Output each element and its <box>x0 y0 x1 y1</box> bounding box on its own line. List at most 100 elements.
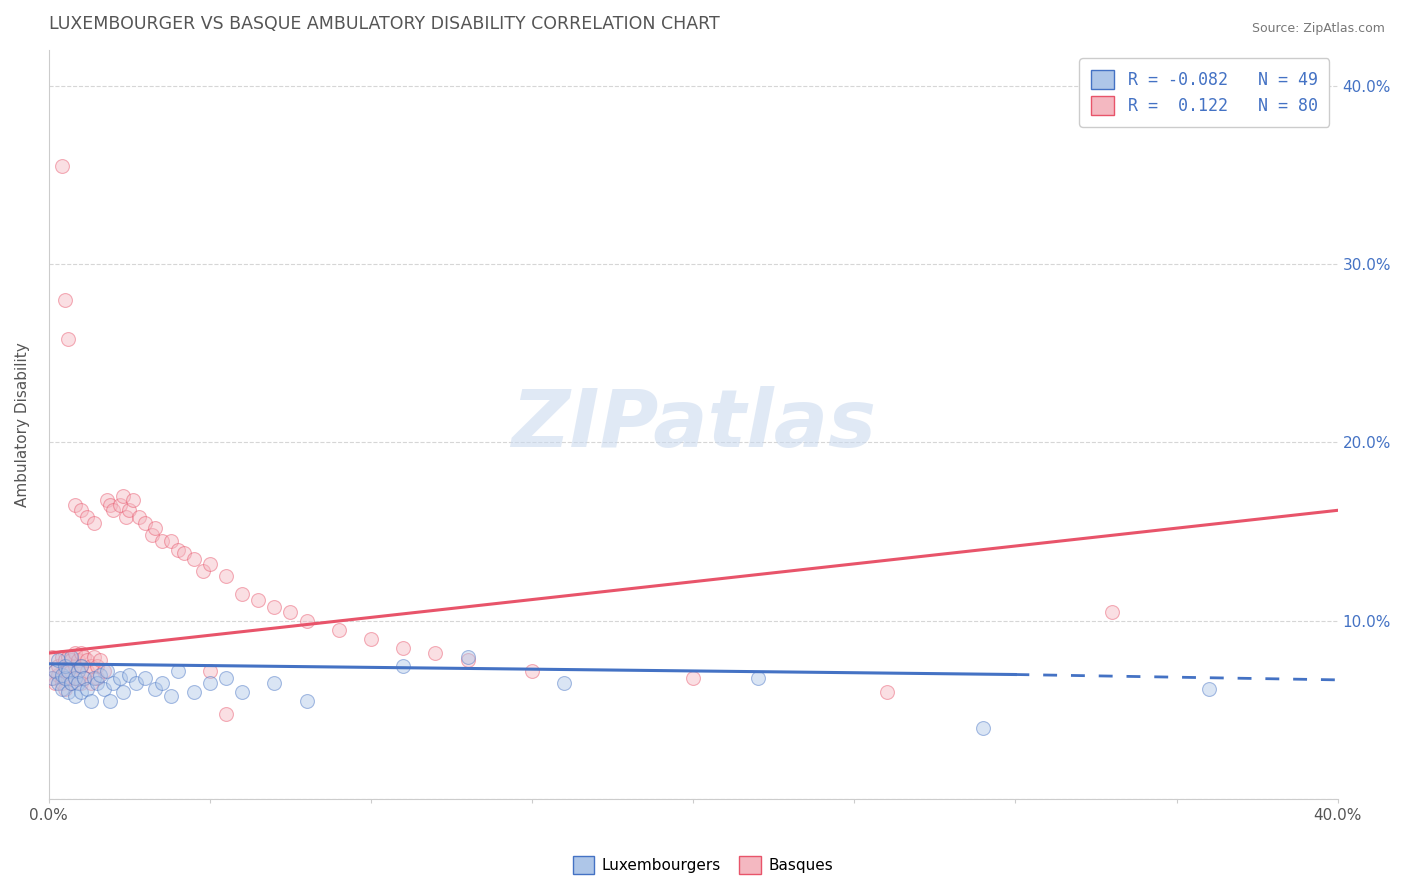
Point <box>70 503 93 517</box>
Point <box>115 510 138 524</box>
Point <box>76 653 98 667</box>
Point <box>150 533 173 548</box>
Point <box>392 658 415 673</box>
Point <box>66 664 89 678</box>
Point <box>86 671 108 685</box>
Point <box>160 533 183 548</box>
Point <box>83 516 105 530</box>
Point <box>63 646 86 660</box>
Point <box>70 658 93 673</box>
Point <box>128 510 150 524</box>
Point <box>63 658 86 673</box>
Point <box>193 564 215 578</box>
Point <box>96 492 118 507</box>
Point <box>215 671 238 685</box>
Point <box>263 599 285 614</box>
Point <box>51 649 73 664</box>
Point <box>51 671 73 685</box>
Point <box>121 492 143 507</box>
Point <box>231 685 253 699</box>
Point <box>173 546 195 560</box>
Point <box>53 653 76 667</box>
Point <box>972 721 994 735</box>
Point <box>70 646 93 660</box>
Point <box>520 664 543 678</box>
Point <box>60 676 83 690</box>
Point <box>63 671 86 685</box>
Point <box>263 676 285 690</box>
Point <box>143 521 166 535</box>
Point <box>66 653 89 667</box>
Point <box>56 664 79 678</box>
Point <box>48 653 70 667</box>
Point <box>76 681 98 696</box>
Point <box>53 658 76 673</box>
Point <box>215 569 238 583</box>
Point <box>76 664 98 678</box>
Point <box>134 671 156 685</box>
Point <box>1101 605 1123 619</box>
Point <box>118 667 141 681</box>
Point <box>51 676 73 690</box>
Point <box>51 159 73 173</box>
Point <box>70 676 93 690</box>
Point <box>48 658 70 673</box>
Point <box>60 653 83 667</box>
Point <box>53 681 76 696</box>
Point <box>56 685 79 699</box>
Point <box>295 694 318 708</box>
Point <box>103 503 125 517</box>
Point <box>166 542 188 557</box>
Point <box>89 653 111 667</box>
Legend: Luxembourgers, Basques: Luxembourgers, Basques <box>567 850 839 880</box>
Point <box>747 671 769 685</box>
Point <box>51 667 73 681</box>
Point <box>682 671 704 685</box>
Point <box>48 676 70 690</box>
Point <box>150 676 173 690</box>
Point <box>183 685 205 699</box>
Point <box>231 587 253 601</box>
Point <box>63 671 86 685</box>
Point <box>111 685 134 699</box>
Point <box>83 671 105 685</box>
Point <box>457 649 479 664</box>
Point <box>103 676 125 690</box>
Point <box>96 664 118 678</box>
Point <box>53 671 76 685</box>
Point <box>73 671 96 685</box>
Point <box>73 649 96 664</box>
Point <box>89 667 111 681</box>
Point <box>60 649 83 664</box>
Point <box>183 551 205 566</box>
Point <box>60 664 83 678</box>
Text: Source: ZipAtlas.com: Source: ZipAtlas.com <box>1251 22 1385 36</box>
Point <box>98 498 121 512</box>
Point <box>79 694 101 708</box>
Point <box>86 676 108 690</box>
Point <box>280 605 302 619</box>
Point <box>1198 681 1220 696</box>
Point <box>198 557 221 571</box>
Point <box>51 681 73 696</box>
Point <box>60 676 83 690</box>
Point <box>83 649 105 664</box>
Text: LUXEMBOURGER VS BASQUE AMBULATORY DISABILITY CORRELATION CHART: LUXEMBOURGER VS BASQUE AMBULATORY DISABI… <box>49 15 720 33</box>
Point <box>141 528 163 542</box>
Point <box>73 671 96 685</box>
Point <box>48 667 70 681</box>
Point <box>79 676 101 690</box>
Point <box>134 516 156 530</box>
Point <box>876 685 898 699</box>
Point <box>93 681 115 696</box>
Point <box>66 671 89 685</box>
Point <box>41 649 63 664</box>
Point <box>70 658 93 673</box>
Point <box>143 681 166 696</box>
Point <box>56 649 79 664</box>
Point <box>111 489 134 503</box>
Point <box>198 664 221 678</box>
Point <box>93 664 115 678</box>
Point <box>86 658 108 673</box>
Point <box>44 664 66 678</box>
